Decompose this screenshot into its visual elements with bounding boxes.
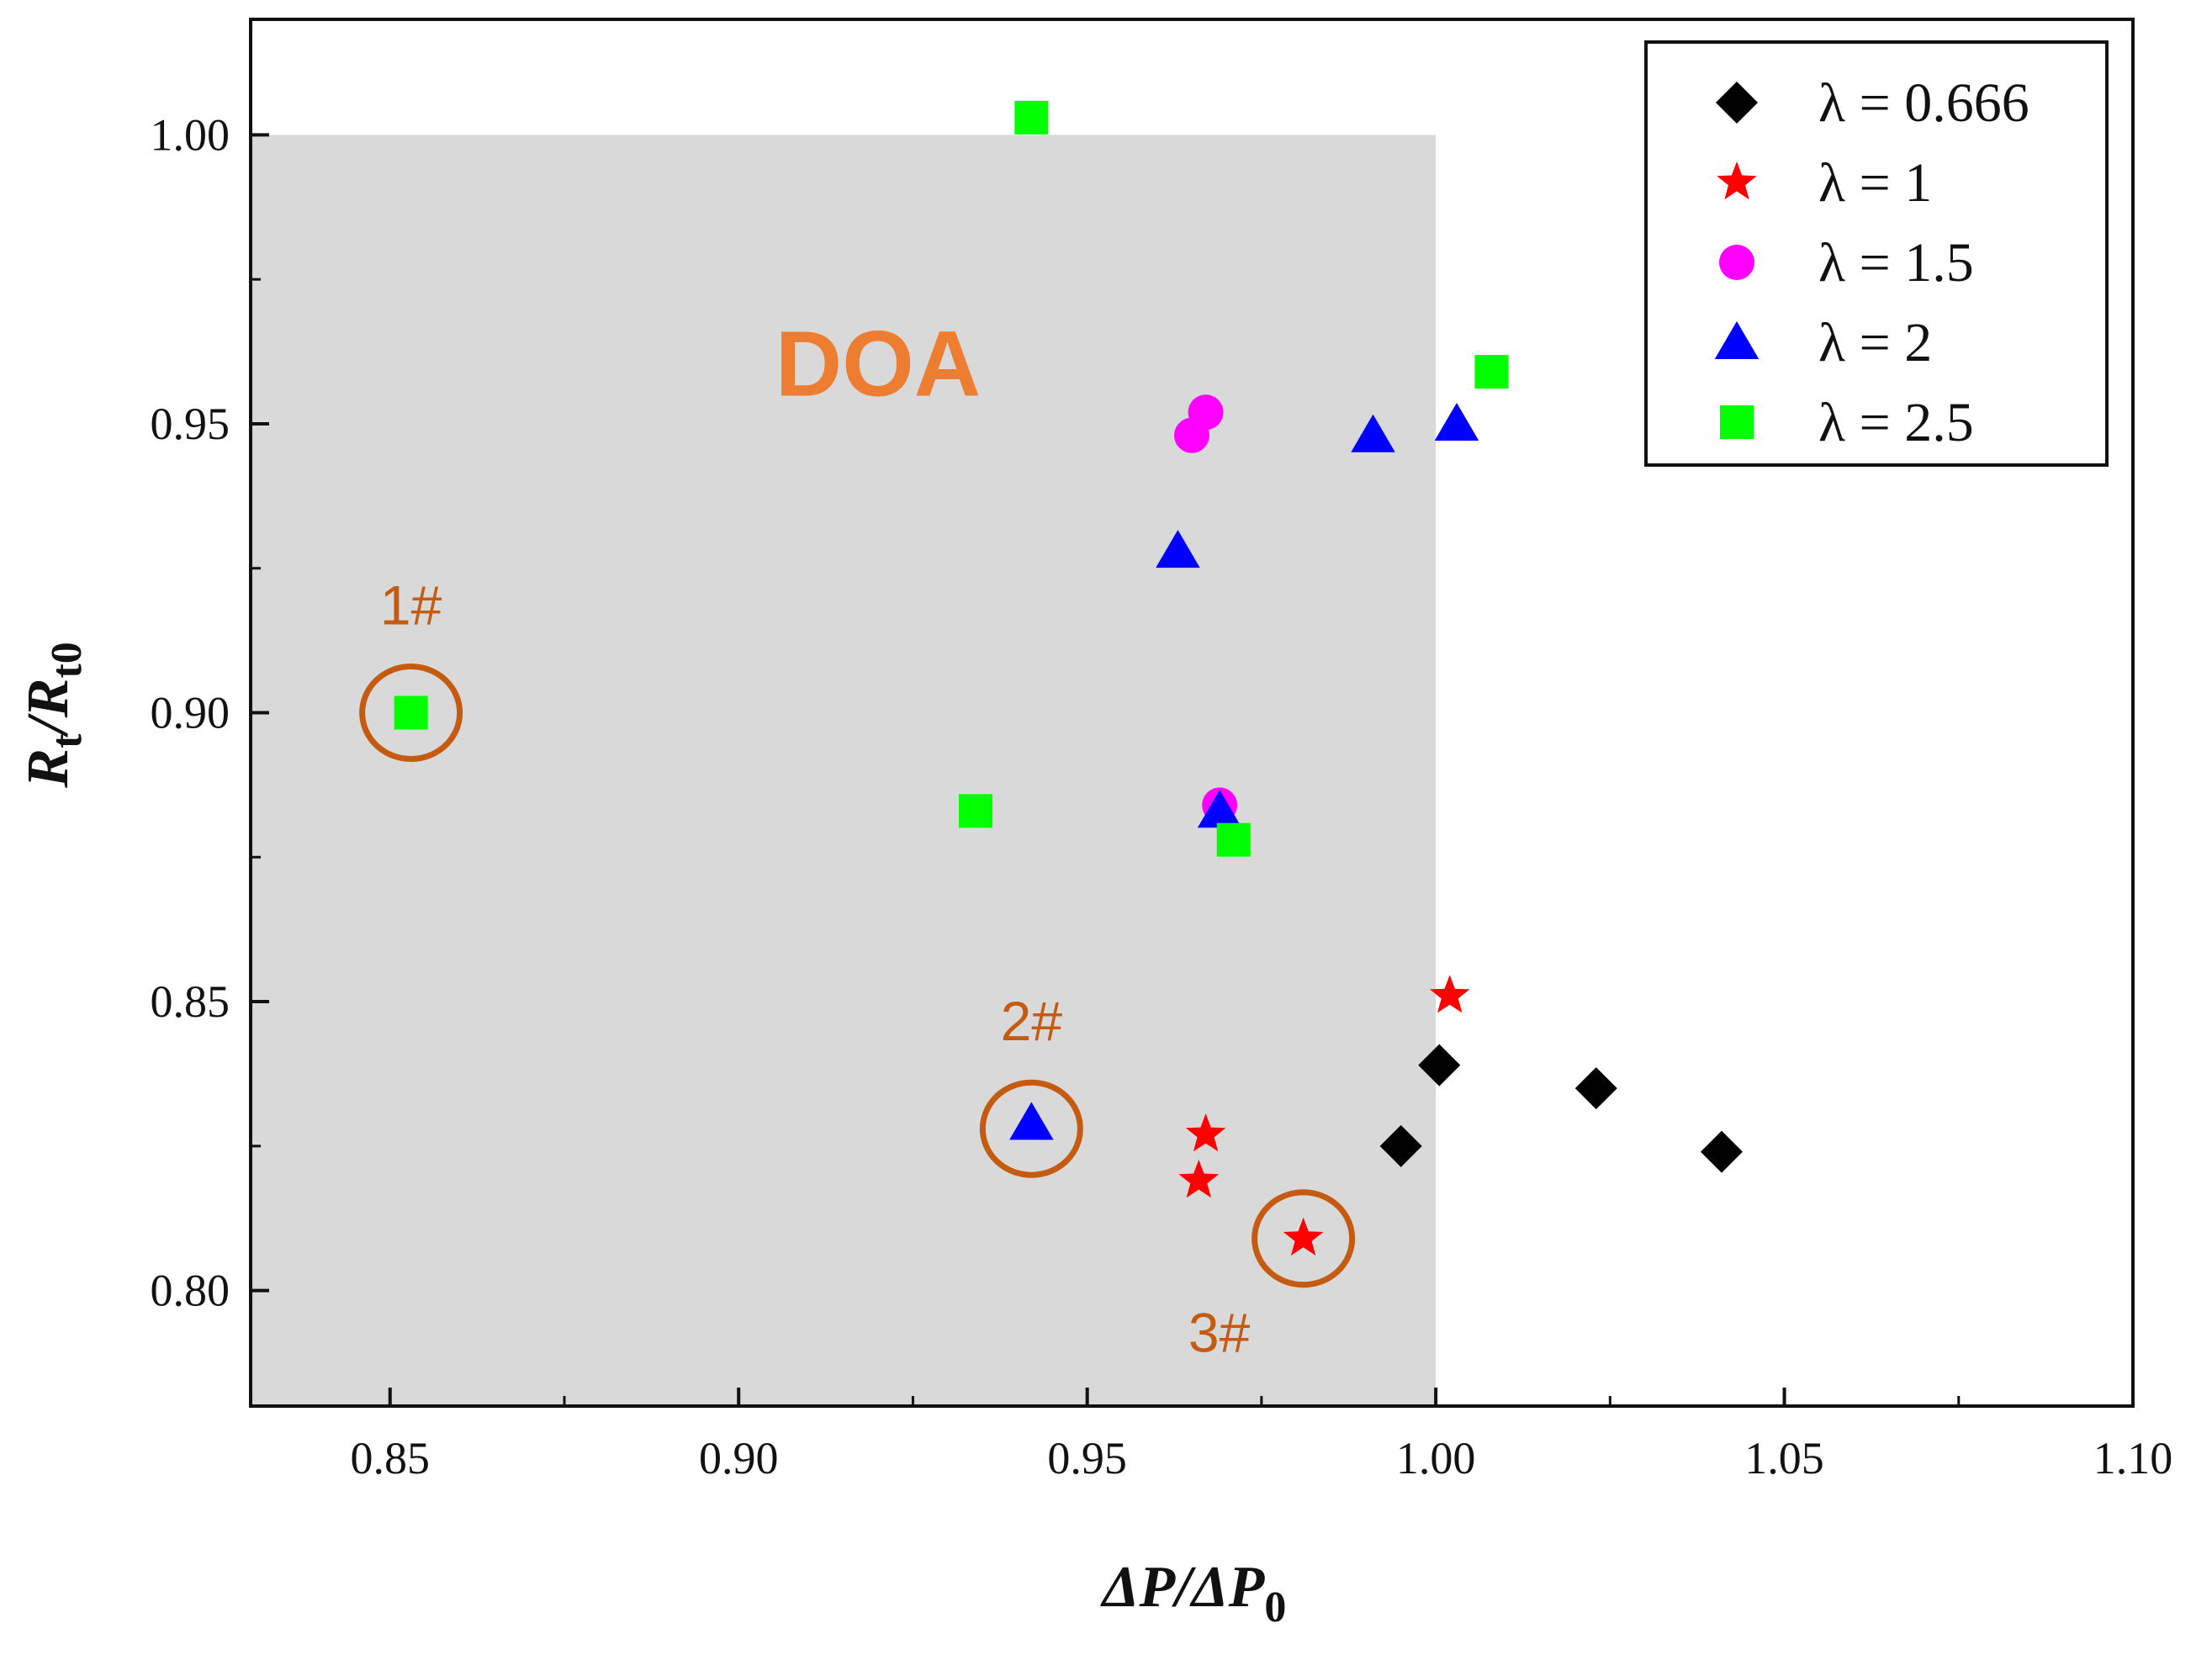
x-tick-label: 1.00 [1396,1433,1476,1483]
legend-label: λ = 0.666 [1818,72,2029,134]
y-axis-title: Rt/Rt0 [16,642,91,789]
data-point-triangle [1009,1102,1054,1140]
legend-marker-diamond [1716,82,1758,124]
annotation-label: 2# [1001,990,1063,1052]
data-point-star [1429,975,1470,1013]
data-point-square [394,695,428,730]
y-tick-label: 1.00 [151,109,230,160]
data-point-triangle [1434,402,1479,441]
annotation-label: 3# [1188,1302,1251,1364]
x-tick-label: 1.10 [2093,1433,2173,1483]
legend-label: λ = 1 [1818,152,1932,214]
legend-label: λ = 2 [1818,312,1932,373]
annotations-group: 1# 2# 3# [359,574,1356,1364]
x-tick-label: 0.90 [699,1433,779,1483]
x-axis-title: ΔP/ΔP0 [1100,1555,1287,1631]
y-tick-label: 0.85 [151,976,230,1027]
data-point-star [1178,1160,1220,1198]
legend: λ = 0.666 λ = 1 λ = 1.5 λ = 2 λ = 2.5 [1644,40,2109,467]
x-tick-label: 0.95 [1047,1433,1127,1483]
annotation-circle [979,1079,1083,1178]
data-point-diamond [1379,1124,1422,1167]
doa-label: DOA [775,312,981,415]
annotation-circle [1252,1189,1356,1288]
data-point-triangle [1351,414,1395,452]
legend-label: λ = 2.5 [1818,392,1974,453]
legend-marker-star [1717,161,1757,200]
legend-label: λ = 1.5 [1818,232,1974,293]
data-point-diamond [1574,1067,1617,1110]
data-point-triangle [1156,530,1200,568]
data-point-star [1185,1113,1226,1152]
data-point-circle [1188,394,1224,431]
y-tick-label: 0.95 [151,399,230,449]
data-point-square [959,794,993,828]
legend-marker-square [1720,405,1754,439]
legend-marker-circle [1719,245,1754,280]
data-point-triangle [1197,790,1242,828]
doa-shaded-region [251,135,1437,1407]
legend-marker-triangle [1714,321,1760,359]
doa-region-group: DOA [251,135,1437,1407]
x-tick-label: 0.85 [351,1433,431,1483]
x-tick-label: 1.05 [1744,1433,1824,1483]
data-points-group [394,100,1743,1256]
annotation-circle [359,664,463,762]
data-point-star [1283,1217,1324,1256]
data-point-square [1474,355,1509,389]
y-tick-label: 0.80 [151,1266,230,1316]
data-point-square [1014,100,1049,135]
annotation-label: 1# [380,574,442,637]
data-point-square [1216,822,1251,857]
data-point-diamond [1700,1130,1743,1173]
y-tick-label: 0.90 [151,688,230,738]
axes-group: 0.85 0.90 0.95 1.00 1.05 1.10 0.80 0.85 0.90 0.95… [151,18,2173,1483]
data-point-diamond [1418,1044,1461,1087]
